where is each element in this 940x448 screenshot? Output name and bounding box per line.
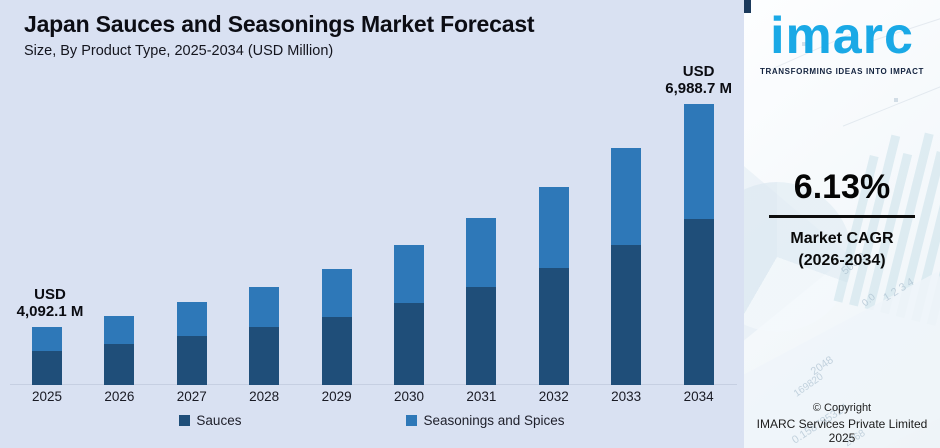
cagr-divider <box>769 215 915 218</box>
legend-item-0: Sauces <box>179 413 241 428</box>
bar-segment-seasonings-2026 <box>104 316 135 344</box>
bar-segment-seasonings-2027 <box>176 302 207 336</box>
corner-accent <box>744 0 751 13</box>
bar-segment-sauces-2027 <box>176 336 207 385</box>
bar-segment-sauces-2030 <box>394 303 424 385</box>
x-axis-line <box>10 384 737 385</box>
copyright-line1: © Copyright <box>812 402 872 414</box>
imarc-logo-tagline: TRANSFORMING IDEAS INTO IMPACT <box>759 67 925 76</box>
bar-segment-sauces-2028 <box>249 327 280 385</box>
bar-segment-sauces-2031 <box>466 287 497 385</box>
chart-title: Japan Sauces and Seasonings Market Forec… <box>24 11 535 37</box>
chart-subtitle: Size, By Product Type, 2025-2034 (USD Mi… <box>24 43 334 59</box>
brand-sidebar: 500.0 0.0 1 2 3 4 2048 169820 0.158785314 2768… <box>744 0 940 448</box>
legend-swatch-icon <box>406 415 418 426</box>
bar-value-label-2034: USD 6,988.7 M <box>665 63 732 97</box>
bar-value-label-2025: USD 4,092.1 M <box>16 286 84 320</box>
cagr-label-line1: Market CAGR <box>790 230 894 247</box>
x-tick-label-2031: 2031 <box>466 389 497 404</box>
bar-segment-sauces-2029 <box>321 317 352 385</box>
bar-segment-seasonings-2034 <box>683 104 714 219</box>
bar-segment-sauces-2034 <box>683 219 714 385</box>
bar-segment-sauces-2032 <box>538 268 569 385</box>
stacked-bar-2034 <box>683 104 714 385</box>
stacked-bar-2033 <box>611 148 642 385</box>
imarc-logo-text: imarc <box>770 7 914 65</box>
x-tick-label-2025: 2025 <box>31 389 63 404</box>
x-tick-label-2029: 2029 <box>321 389 352 404</box>
plot-area: 2025 2026 2027 2028 2029 2030 2031 2032 2033 2034… <box>10 63 737 404</box>
stacked-bar-2028 <box>249 287 280 385</box>
bar-segment-seasonings-2028 <box>249 287 280 327</box>
x-tick-label-2030: 2030 <box>393 389 425 404</box>
legend-label: Sauces <box>196 413 242 428</box>
decor-node <box>894 98 898 102</box>
legend-swatch-icon <box>179 415 191 426</box>
x-tick-label-2028: 2028 <box>249 389 280 404</box>
x-tick-label-2027: 2027 <box>176 389 207 404</box>
bar-segment-seasonings-2025 <box>32 327 62 351</box>
cagr-block: 6.13% Market CAGR (2026-2034) <box>744 168 940 272</box>
stacked-bar-2025 <box>32 327 62 385</box>
copyright-block: © Copyright IMARC Services Private Limit… <box>744 402 940 445</box>
stacked-bar-2031 <box>466 218 497 385</box>
imarc-logo: imarc TRANSFORMING IDEAS INTO IMPACT <box>744 6 940 76</box>
bar-segment-sauces-2026 <box>104 344 135 385</box>
copyright-line2: IMARC Services Private Limited 2025 <box>756 417 928 445</box>
decor-node <box>802 42 806 46</box>
stacked-bar-2026 <box>104 316 135 385</box>
chart-legend: Sauces Seasonings and Spices <box>0 413 744 428</box>
x-tick-label-2032: 2032 <box>538 389 569 404</box>
bar-segment-seasonings-2033 <box>611 148 642 245</box>
bar-segment-sauces-2033 <box>611 245 642 385</box>
legend-label: Seasonings and Spices <box>423 413 565 428</box>
stacked-bar-2032 <box>538 187 569 385</box>
legend-item-1: Seasonings and Spices <box>406 413 565 428</box>
bar-segment-seasonings-2030 <box>394 245 424 303</box>
x-tick-label-2033: 2033 <box>611 389 642 404</box>
cagr-value: 6.13% <box>793 168 891 206</box>
bar-segment-sauces-2025 <box>32 351 62 385</box>
x-tick-label-2034: 2034 <box>683 389 714 404</box>
bar-segment-seasonings-2032 <box>538 187 569 268</box>
stacked-bar-2030 <box>394 245 424 385</box>
x-tick-label-2026: 2026 <box>104 389 135 404</box>
bar-segment-seasonings-2031 <box>466 218 497 287</box>
stacked-bar-2029 <box>321 269 352 385</box>
bar-segment-seasonings-2029 <box>321 269 352 317</box>
chart-region: Japan Sauces and Seasonings Market Forec… <box>0 11 744 428</box>
stacked-bar-2027 <box>176 302 207 385</box>
cagr-label-line2: (2026-2034) <box>798 252 886 269</box>
